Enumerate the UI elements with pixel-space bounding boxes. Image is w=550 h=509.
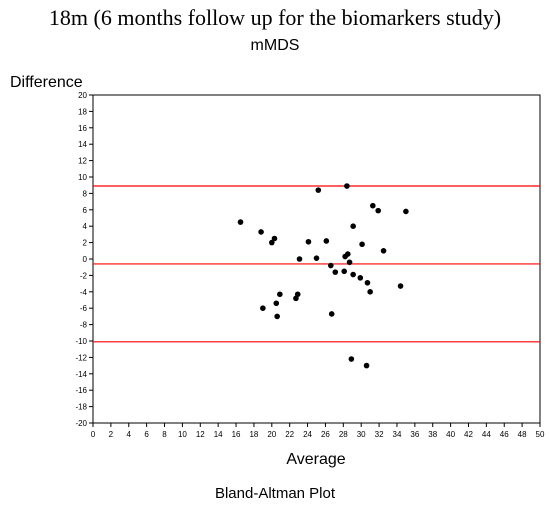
data-point-33 [380, 248, 387, 254]
data-point-3 [269, 239, 275, 246]
x-tick-label-9: 18 [249, 430, 258, 439]
data-point-26 [357, 275, 364, 281]
data-point-25 [350, 223, 356, 229]
data-point-6 [274, 313, 280, 320]
y-tick-label-0: 20 [78, 91, 87, 100]
y-tick-label-6: 8 [83, 189, 88, 198]
y-tick-label-3: 14 [78, 140, 87, 149]
x-tick-label-22: 44 [482, 430, 491, 439]
y-tick-label-11: -2 [80, 271, 88, 280]
y-tick-label-15: -10 [75, 337, 87, 346]
x-tick-label-20: 40 [446, 430, 455, 439]
data-point-9 [294, 291, 301, 298]
x-tick-label-6: 12 [196, 430, 205, 439]
x-tick-label-4: 8 [162, 430, 167, 439]
x-tick-label-21: 42 [464, 430, 473, 439]
x-tick-label-19: 38 [428, 430, 437, 439]
x-tick-label-11: 22 [285, 430, 294, 439]
data-point-17 [332, 269, 339, 275]
x-tick-label-18: 36 [410, 430, 419, 439]
data-point-32 [375, 207, 381, 214]
data-point-10 [296, 256, 303, 262]
y-tick-label-2: 16 [78, 124, 87, 133]
y-tick-label-17: -14 [75, 370, 87, 379]
data-point-0 [237, 219, 244, 225]
y-tick-label-8: 4 [83, 222, 88, 231]
x-axis-label: Average [286, 451, 345, 468]
x-tick-label-5: 10 [178, 430, 187, 439]
data-point-4 [271, 235, 278, 242]
data-point-29 [364, 279, 371, 286]
y-tick-label-19: -18 [75, 403, 87, 412]
y-tick-label-7: 6 [83, 206, 88, 215]
x-axis: 0 2 4 6 8 10 12 14 16 18 20 22 24 26 28 30 32 34 36 38 40 42 4… [91, 423, 545, 439]
data-point-31 [370, 202, 376, 209]
data-point-21 [344, 251, 351, 257]
x-tick-label-1: 2 [109, 430, 114, 439]
y-axis-label: Difference [10, 74, 83, 91]
data-point-28 [363, 362, 370, 369]
y-tick-label-1: 18 [78, 107, 87, 116]
data-point-22 [346, 259, 353, 266]
data-point-18 [341, 268, 348, 275]
figure-caption: Bland-Altman Plot [214, 485, 336, 502]
x-tick-label-2: 4 [127, 430, 132, 439]
data-point-16 [328, 311, 335, 317]
x-tick-label-13: 26 [321, 430, 330, 439]
x-tick-label-3: 6 [144, 430, 149, 439]
y-tick-label-18: -16 [75, 386, 87, 395]
x-tick-label-23: 46 [500, 430, 509, 439]
y-axis: 20181614121086420-2-4-6-8-10-12-14-16-18… [75, 91, 93, 428]
chart-subtitle: mMDS [250, 37, 300, 54]
x-tick-label-17: 34 [393, 430, 402, 439]
y-tick-label-16: -12 [75, 353, 87, 362]
x-tick-label-24: 48 [518, 430, 527, 439]
data-point-15 [328, 262, 334, 269]
y-tick-label-20: -20 [75, 419, 87, 428]
x-tick-label-8: 16 [232, 430, 241, 439]
y-tick-label-13: -6 [80, 304, 88, 313]
data-point-35 [403, 208, 409, 215]
x-tick-label-15: 30 [357, 430, 366, 439]
y-tick-label-4: 12 [78, 157, 87, 166]
data-point-14 [323, 238, 330, 244]
data-points [237, 183, 409, 369]
x-tick-label-14: 28 [339, 430, 348, 439]
data-point-27 [359, 241, 365, 248]
data-point-2 [260, 305, 266, 312]
data-point-24 [350, 271, 356, 278]
data-point-11 [305, 238, 312, 245]
x-tick-label-16: 32 [375, 430, 384, 439]
x-tick-label-12: 24 [303, 430, 312, 439]
data-point-34 [397, 283, 404, 289]
data-point-5 [273, 300, 280, 307]
data-point-20 [344, 183, 350, 189]
data-point-1 [258, 229, 264, 235]
data-point-13 [315, 187, 322, 193]
y-tick-label-14: -8 [80, 321, 88, 330]
y-tick-label-9: 2 [83, 239, 88, 248]
y-tick-label-10: 0 [83, 255, 88, 264]
x-tick-label-25: 50 [536, 430, 545, 439]
chart-title: 18m (6 months follow up for the biomarke… [48, 5, 502, 30]
x-tick-label-0: 0 [91, 430, 96, 439]
y-tick-label-5: 10 [78, 173, 87, 182]
data-point-7 [277, 291, 283, 298]
y-tick-label-12: -4 [80, 288, 88, 297]
x-tick-label-7: 14 [214, 430, 223, 439]
data-point-30 [367, 289, 373, 295]
reference-lines [93, 185, 540, 343]
data-point-23 [348, 356, 355, 362]
x-tick-label-10: 20 [267, 430, 276, 439]
data-point-12 [313, 255, 320, 261]
